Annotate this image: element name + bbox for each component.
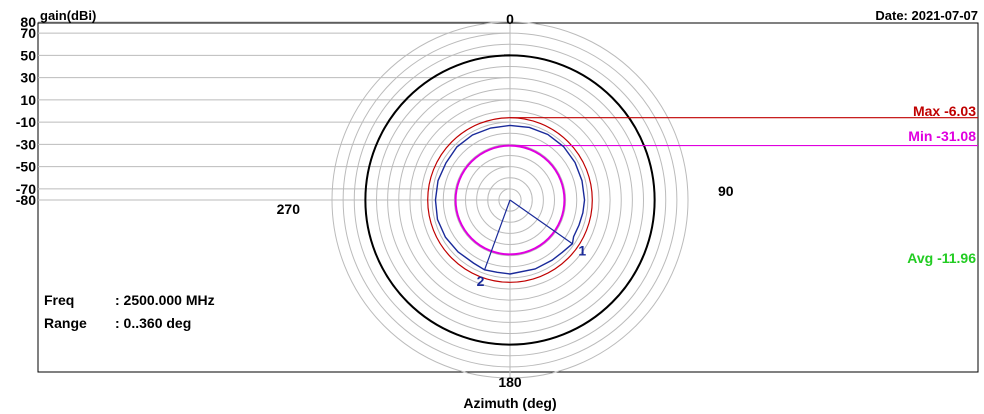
gain-tick-label: -80 bbox=[16, 192, 36, 208]
gain-tick-label: -70 bbox=[16, 181, 36, 197]
gain-tick-label: 30 bbox=[20, 70, 36, 86]
x-axis-label: Azimuth (deg) bbox=[463, 395, 556, 411]
gain-tick-label: 10 bbox=[20, 92, 36, 108]
angle-tick-0: 0 bbox=[506, 11, 514, 27]
gain-tick-label: 70 bbox=[20, 25, 36, 41]
gain-tick-label: -50 bbox=[16, 159, 36, 175]
max-label: Max -6.03 bbox=[913, 103, 976, 119]
gain-tick-label: -30 bbox=[16, 136, 36, 152]
date-label: Date: 2021-07-07 bbox=[875, 8, 978, 23]
y-axis-label: gain(dBi) bbox=[40, 8, 96, 23]
marker-line bbox=[509, 199, 573, 245]
freq-value: : 2500.000 MHz bbox=[115, 292, 215, 308]
avg-label: Avg -11.96 bbox=[907, 250, 976, 266]
gain-tick-label: 50 bbox=[20, 47, 36, 63]
angle-tick-90: 90 bbox=[718, 183, 734, 199]
gain-tick-label: 80 bbox=[20, 14, 36, 30]
freq-label: Freq bbox=[44, 292, 74, 308]
gain-series-line bbox=[434, 124, 586, 275]
marker-label: 2 bbox=[477, 273, 485, 289]
gain-tick-label: -10 bbox=[16, 114, 36, 130]
angle-tick-270: 270 bbox=[277, 201, 301, 217]
range-value: : 0..360 deg bbox=[115, 315, 191, 331]
min-label: Min -31.08 bbox=[908, 128, 976, 144]
range-label: Range bbox=[44, 315, 87, 331]
marker-line bbox=[484, 199, 511, 271]
marker-label: 1 bbox=[578, 243, 586, 259]
plot-frame bbox=[37, 22, 979, 373]
angle-tick-180: 180 bbox=[498, 374, 522, 390]
